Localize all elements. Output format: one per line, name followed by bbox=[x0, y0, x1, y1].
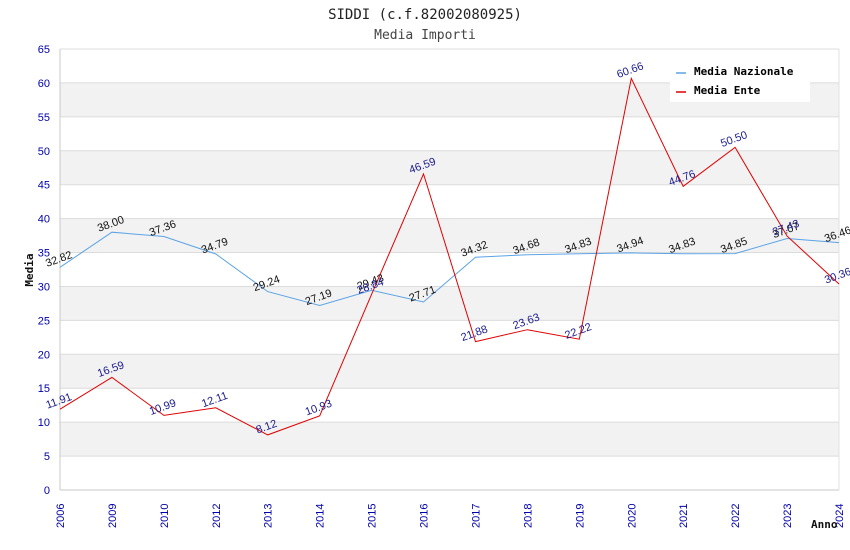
grid-band bbox=[60, 150, 839, 185]
y-axis-label: Media bbox=[23, 253, 36, 286]
x-tick-label: 2012 bbox=[211, 504, 223, 528]
y-tick-label: 45 bbox=[38, 180, 50, 192]
series-lines bbox=[59, 76, 840, 436]
x-tick-label: 2024 bbox=[834, 504, 846, 528]
legend: Media Nazionale Media Ente bbox=[670, 60, 810, 102]
y-tick-labels: 0 5 10 15 20 25 30 35 40 45 50 55 60 65 bbox=[38, 44, 50, 497]
x-tick-label: 2013 bbox=[263, 504, 275, 528]
grid-band bbox=[60, 422, 839, 457]
x-tick-label: 2009 bbox=[107, 504, 119, 528]
y-tick-label: 50 bbox=[38, 146, 50, 158]
legend-label-media-ente: Media Ente bbox=[694, 84, 761, 97]
x-tick-label: 2021 bbox=[678, 504, 690, 528]
grid-band bbox=[60, 218, 839, 253]
y-tick-label: 25 bbox=[38, 315, 50, 327]
x-tick-label: 2018 bbox=[522, 504, 534, 528]
x-tick-label: 2017 bbox=[470, 504, 482, 528]
legend-label-media-nazionale: Media Nazionale bbox=[694, 65, 794, 78]
y-tick-label: 65 bbox=[38, 44, 50, 56]
chart-title: SIDDI (c.f.82002080925) bbox=[328, 7, 522, 23]
y-tick-label: 40 bbox=[38, 214, 50, 226]
x-tick-label: 2023 bbox=[782, 504, 794, 528]
y-tick-label: 30 bbox=[38, 281, 50, 293]
y-tick-label: 0 bbox=[44, 485, 50, 497]
x-tick-label: 2015 bbox=[367, 504, 379, 528]
y-tick-label: 60 bbox=[38, 78, 50, 90]
data-label: 60.66 bbox=[615, 60, 645, 81]
data-label: 12.11 bbox=[200, 390, 229, 410]
y-tick-label: 15 bbox=[38, 383, 50, 395]
x-tick-label: 2006 bbox=[55, 504, 67, 528]
data-label: 30.36 bbox=[823, 266, 850, 287]
x-tick-label: 2022 bbox=[730, 504, 742, 528]
data-label: 21.88 bbox=[459, 323, 489, 344]
x-tick-label: 2019 bbox=[574, 504, 586, 528]
x-tick-label: 2020 bbox=[626, 504, 638, 528]
y-tick-label: 35 bbox=[38, 248, 50, 260]
axes bbox=[59, 49, 840, 491]
x-tick-label: 2010 bbox=[159, 504, 171, 528]
y-tick-label: 10 bbox=[38, 417, 50, 429]
grid-band bbox=[60, 354, 839, 389]
y-tick-label: 55 bbox=[38, 112, 50, 124]
legend-background bbox=[670, 60, 810, 102]
series-line-media-nazionale bbox=[59, 231, 840, 307]
y-tick-label: 5 bbox=[44, 451, 50, 463]
data-label: 50.50 bbox=[719, 129, 749, 150]
series-line-media-ente bbox=[59, 76, 840, 436]
data-label: 10.93 bbox=[304, 398, 334, 419]
chart-subtitle: Media Importi bbox=[374, 28, 476, 43]
x-axis-label: Anno bbox=[811, 518, 838, 531]
y-tick-label: 20 bbox=[38, 349, 50, 361]
x-tick-label: 2014 bbox=[315, 504, 327, 528]
x-tick-labels: 2006 2009 2010 2012 2013 2014 2015 2016 2017 2018… bbox=[55, 504, 846, 528]
x-tick-label: 2016 bbox=[419, 504, 431, 528]
grid-band bbox=[60, 286, 839, 321]
